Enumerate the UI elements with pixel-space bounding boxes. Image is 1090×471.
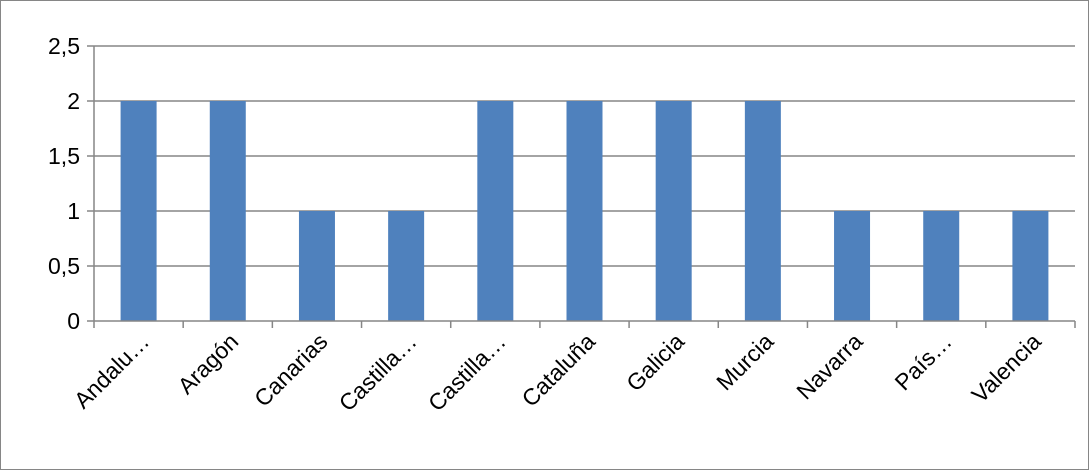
x-tick-label: Cataluña xyxy=(517,328,601,412)
y-tick-label: 1,5 xyxy=(48,143,80,169)
bar xyxy=(655,101,692,321)
bar xyxy=(566,101,603,321)
bar xyxy=(477,101,514,321)
x-tick-label: Castilla… xyxy=(334,328,422,416)
y-axis-tick-labels: 0 0,5 1 1,5 2 2,5 xyxy=(48,33,80,334)
y-tick-label: 2 xyxy=(67,88,80,114)
bar xyxy=(120,101,157,321)
x-tick-label: Navarra xyxy=(791,328,867,404)
bar xyxy=(744,101,781,321)
bar xyxy=(923,211,960,321)
y-tick-label: 1 xyxy=(67,198,80,224)
y-tick-label: 0,5 xyxy=(48,253,80,279)
bar xyxy=(388,211,425,321)
x-tick-label: Andalu… xyxy=(69,328,154,413)
x-tick-label: Aragón xyxy=(172,328,243,399)
x-tick-label: Canarias xyxy=(249,328,332,411)
bar xyxy=(209,101,246,321)
y-tick-label: 2,5 xyxy=(48,33,80,59)
bars xyxy=(120,101,1049,321)
bar xyxy=(1012,211,1049,321)
y-tick-label: 0 xyxy=(67,308,80,334)
x-tick-label: Valencia xyxy=(966,328,1046,408)
x-tick-label: País… xyxy=(890,328,957,395)
axes xyxy=(87,45,1076,328)
bar xyxy=(298,211,335,321)
x-tick-label: Galicia xyxy=(621,328,689,396)
x-axis-tick-labels: Andalu… Aragón Canarias Castilla… Castilla… C… xyxy=(69,328,1046,416)
bar xyxy=(834,211,871,321)
x-tick-label: Castilla… xyxy=(423,328,511,416)
x-tick-label: Murcia xyxy=(711,328,778,395)
